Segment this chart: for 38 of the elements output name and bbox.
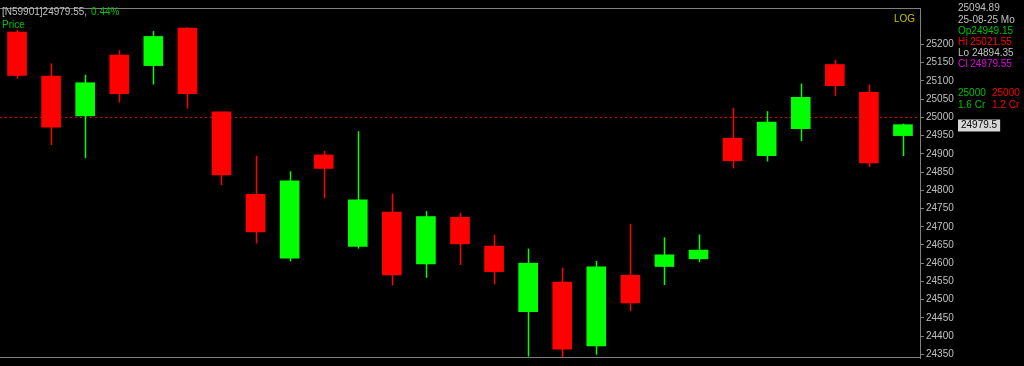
y-tick-label: 24550 <box>926 275 955 287</box>
y-tick-label: 24500 <box>926 293 955 305</box>
text: 24979.5 <box>961 119 998 131</box>
y-tick-label: 24600 <box>926 256 955 268</box>
annotation: 0.44% <box>91 5 120 17</box>
y-tick-label: 24350 <box>926 348 955 360</box>
y-tick-label: 24650 <box>926 238 955 250</box>
candlestick <box>824 59 845 97</box>
text: 25094.89 <box>958 1 1001 13</box>
y-tick-label: 25100 <box>926 74 955 86</box>
candlestick <box>654 236 675 286</box>
y-tick-label: 24800 <box>926 184 955 196</box>
y-tick-label: 24450 <box>926 311 955 323</box>
text: 1.2 Cr <box>992 99 1020 111</box>
y-tick-label: 25050 <box>926 92 955 104</box>
y-tick-label: 24900 <box>926 147 955 159</box>
candlestick <box>893 122 913 157</box>
y-tick-label: 25150 <box>926 56 955 68</box>
y-tick-label: 24400 <box>926 329 955 341</box>
annotation: Price <box>2 18 26 30</box>
y-tick-label: 25200 <box>926 38 955 50</box>
y-tick-label: 24850 <box>926 165 955 177</box>
annotation: [N59901]24979.55, <box>2 5 88 17</box>
y-tick-label: 24950 <box>926 129 955 141</box>
y-tick-label: 24750 <box>926 202 955 214</box>
text: Op24949.15 <box>958 24 1014 36</box>
y-tick-label: 24700 <box>926 220 955 232</box>
text: 25000 <box>992 87 1021 99</box>
candlestick <box>688 233 709 263</box>
text: Hi 25021.55 <box>958 35 1013 47</box>
text: Cl 24979.55 <box>958 57 1013 69</box>
text: Lo 24894.35 <box>958 46 1015 58</box>
text: 25-08-25 Mo <box>958 13 1016 25</box>
candlestick <box>313 150 334 200</box>
annotation: LOG <box>893 12 916 24</box>
text: 1.6 Cr <box>958 99 986 111</box>
y-tick-label: 25000 <box>926 111 955 123</box>
text: 25000 <box>958 87 987 99</box>
